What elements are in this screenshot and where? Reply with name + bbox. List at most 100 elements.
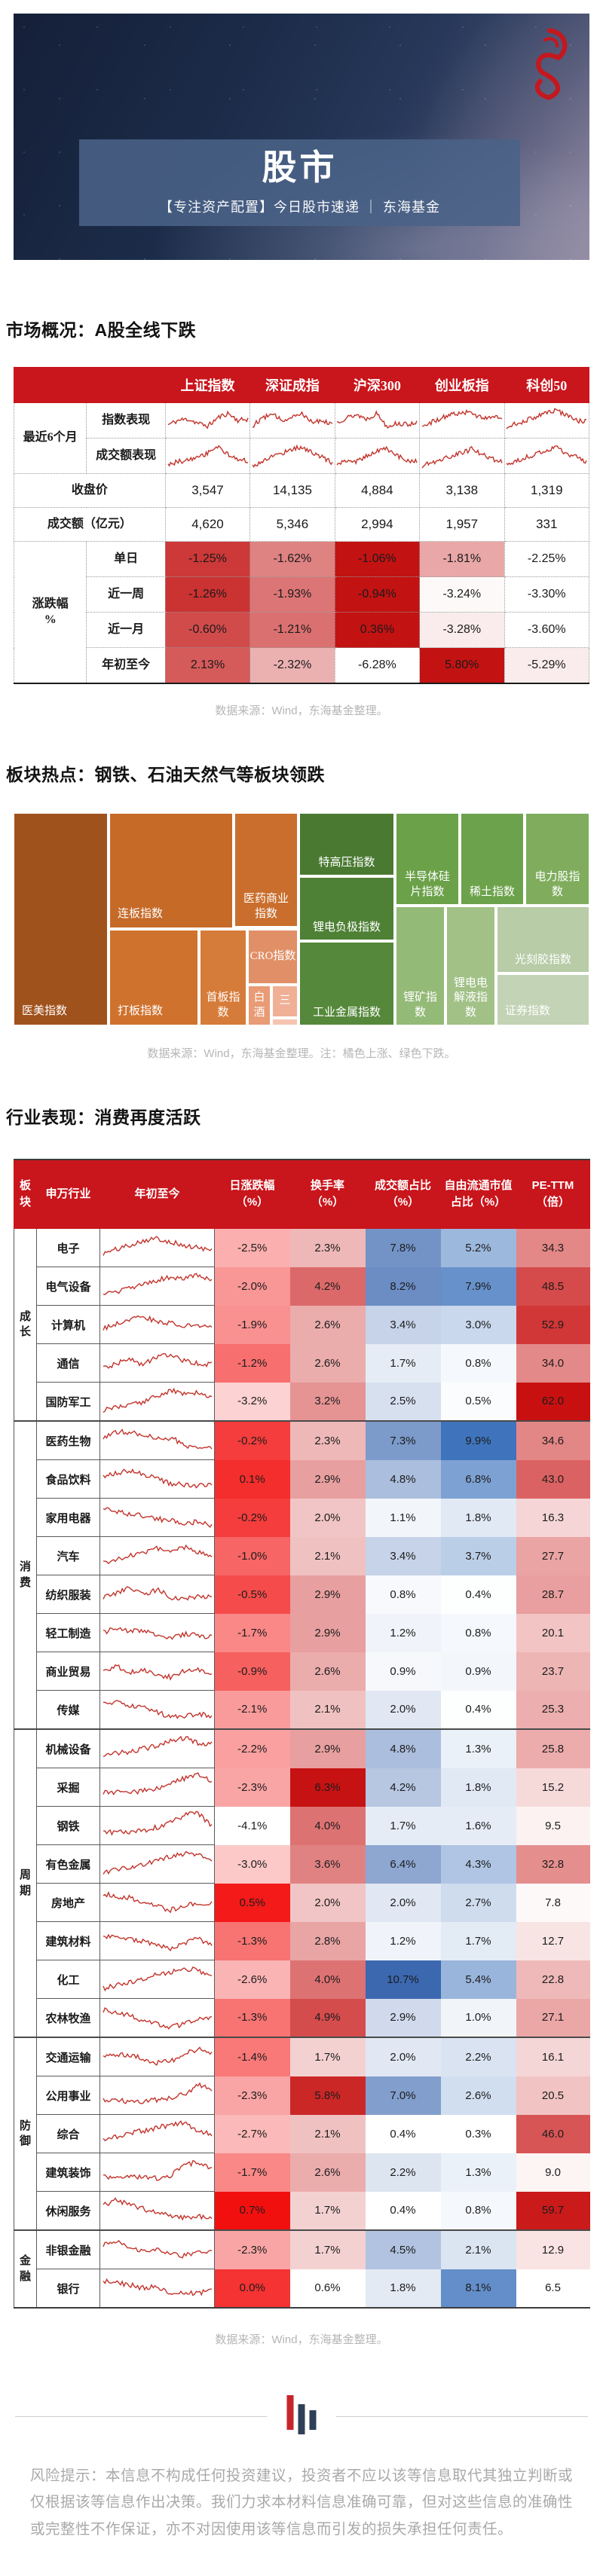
vol-heat-cell: 4.5% bbox=[365, 2229, 441, 2269]
footer-divider bbox=[15, 2394, 588, 2442]
industry-column-header: 换手率 （%） bbox=[289, 1159, 366, 1229]
sparkline-chart bbox=[103, 1387, 212, 1413]
sparkline-chart bbox=[103, 1627, 212, 1640]
ytd-sparkline-cell bbox=[99, 1844, 215, 1884]
pct-heat-cell: -1.26% bbox=[164, 576, 251, 613]
day-heat-cell: -3.0% bbox=[214, 1844, 290, 1884]
market-overview-table: 上证指数 深证成指 沪深300 创业板指 科创50 最近6个月 指数表现 成交额表现 收盘价 3,… bbox=[13, 367, 590, 684]
float-heat-cell: 2.2% bbox=[440, 2037, 516, 2076]
turn-heat-cell: 4.9% bbox=[289, 1998, 366, 2037]
vol-heat-cell: 1.1% bbox=[365, 1498, 441, 1537]
pct-heat-cell: -6.28% bbox=[334, 647, 421, 684]
turn-heat-cell: 2.8% bbox=[289, 1921, 366, 1960]
turnover-label: 成交额（亿元） bbox=[14, 507, 166, 542]
pe-heat-cell: 23.7 bbox=[516, 1652, 590, 1691]
volume-sparkline-cell bbox=[334, 438, 421, 474]
sector-treemap: 医美指数 连板指数 打板指数 医药商业 指数 首板指 数 CRO指数白 酒三 特高压指数 锂电… bbox=[14, 813, 589, 1025]
sparkline-chart bbox=[103, 1811, 212, 1836]
sparkline-chart bbox=[103, 2159, 212, 2181]
vol-heat-cell: 2.0% bbox=[365, 2037, 441, 2076]
vol-heat-cell: 0.4% bbox=[365, 2191, 441, 2230]
sparkline-chart bbox=[102, 1468, 212, 1489]
volume-sparkline-cell bbox=[419, 438, 505, 474]
float-heat-cell: 1.0% bbox=[440, 1998, 516, 2037]
sparkline-chart bbox=[103, 1507, 213, 1528]
ytd-sparkline-cell bbox=[99, 1536, 215, 1575]
treemap-block: 首板指 数 bbox=[200, 930, 246, 1025]
pe-heat-cell: 34.0 bbox=[516, 1343, 590, 1383]
pct-heat-cell: -2.32% bbox=[249, 647, 335, 684]
industry-table: 板 块申万行业 年初至今 日涨跌幅 （%） 换手率 （%） 成交额占比 （%） 自由流通市… bbox=[14, 1159, 590, 2309]
volume-sparkline-cell bbox=[504, 438, 590, 474]
sparkline-chart bbox=[103, 1700, 213, 1719]
pe-heat-cell: 7.8 bbox=[516, 1883, 590, 1922]
day-heat-cell: -1.4% bbox=[214, 2037, 290, 2076]
turn-heat-cell: 2.6% bbox=[289, 1343, 366, 1383]
sparkline-chart bbox=[252, 444, 333, 468]
industry-name: 国防军工 bbox=[36, 1382, 100, 1422]
vol-heat-cell: 4.8% bbox=[365, 1459, 441, 1499]
pe-heat-cell: 34.3 bbox=[516, 1228, 590, 1267]
spark-row-label: 成交额表现 bbox=[86, 438, 166, 474]
close-price-value: 3,547 bbox=[164, 473, 251, 508]
turn-heat-cell: 2.3% bbox=[289, 1420, 366, 1460]
industry-name: 钢铁 bbox=[36, 1806, 100, 1845]
day-heat-cell: -2.7% bbox=[214, 2114, 290, 2153]
pct-heat-cell: -0.94% bbox=[334, 576, 421, 613]
pe-heat-cell: 22.8 bbox=[516, 1960, 590, 1999]
pct-group-label: 涨跌幅 % bbox=[13, 541, 87, 684]
industry-name: 通信 bbox=[36, 1343, 100, 1383]
volume-sparkline-cell bbox=[249, 438, 335, 474]
vol-heat-cell: 4.8% bbox=[365, 1728, 441, 1768]
ytd-sparkline-cell bbox=[99, 1921, 215, 1960]
pct-heat-cell: -1.62% bbox=[249, 541, 335, 577]
day-heat-cell: -2.5% bbox=[214, 1228, 290, 1267]
vol-heat-cell: 7.3% bbox=[365, 1420, 441, 1460]
day-heat-cell: 0.5% bbox=[214, 1883, 290, 1922]
industry-name: 建筑材料 bbox=[36, 1921, 100, 1960]
float-heat-cell: 7.9% bbox=[440, 1267, 516, 1306]
float-heat-cell: 5.4% bbox=[440, 1960, 516, 1999]
turn-heat-cell: 1.7% bbox=[289, 2037, 366, 2076]
industry-column-header: 成交额占比 （%） bbox=[365, 1159, 441, 1229]
industry-column-header: PE-TTM （倍） bbox=[516, 1159, 590, 1229]
sparkline-chart bbox=[103, 1933, 213, 1951]
sparkline-chart bbox=[103, 1735, 213, 1758]
title-box: 股市 【专注资产配置】今日股市速递 ｜ 东海基金 bbox=[79, 139, 520, 226]
pe-heat-cell: 9.5 bbox=[516, 1806, 590, 1845]
treemap-block: 医药商业 指数 bbox=[234, 813, 298, 927]
section-industry-title: 行业表现：消费再度活跃 bbox=[6, 1108, 201, 1127]
pe-heat-cell: 62.0 bbox=[516, 1382, 590, 1421]
industry-name: 有色金属 bbox=[36, 1844, 100, 1884]
industry-name: 公用事业 bbox=[36, 2076, 100, 2115]
sector-group-label: 消 费 bbox=[14, 1420, 37, 1730]
pe-heat-cell: 28.7 bbox=[516, 1575, 590, 1614]
industry-name: 综合 bbox=[36, 2114, 100, 2153]
index-column-header: 科创50 bbox=[504, 367, 590, 403]
pe-heat-cell: 52.9 bbox=[516, 1305, 590, 1344]
industry-name: 银行 bbox=[36, 2269, 100, 2309]
pe-heat-cell: 34.6 bbox=[516, 1420, 590, 1460]
turnover-value: 5,346 bbox=[249, 507, 335, 542]
day-heat-cell: -0.2% bbox=[214, 1498, 290, 1537]
ytd-sparkline-cell bbox=[99, 2037, 215, 2076]
turnover-value: 1,957 bbox=[419, 507, 505, 542]
sectors-caption: 数据来源：Wind，东海基金整理。注：橘色上涨、绿色下跌。 bbox=[147, 1047, 456, 1060]
treemap-block: 锂矿指 数 bbox=[396, 906, 445, 1025]
float-heat-cell: 0.4% bbox=[440, 1690, 516, 1729]
day-heat-cell: -2.1% bbox=[214, 1690, 290, 1729]
ytd-sparkline-cell bbox=[99, 2269, 215, 2309]
index-column-header: 创业板指 bbox=[419, 367, 505, 403]
pe-heat-cell: 48.5 bbox=[516, 1267, 590, 1306]
day-heat-cell: -2.2% bbox=[214, 1728, 290, 1768]
vol-heat-cell: 2.0% bbox=[365, 1690, 441, 1729]
day-heat-cell: -2.0% bbox=[214, 1267, 290, 1306]
sparkline-chart bbox=[103, 1273, 212, 1295]
ytd-sparkline-cell bbox=[99, 2229, 215, 2269]
treemap-block: 光刻胶指数 bbox=[497, 906, 589, 973]
turn-heat-cell: 5.8% bbox=[289, 2076, 366, 2115]
float-heat-cell: 1.6% bbox=[440, 1806, 516, 1845]
turn-heat-cell: 4.2% bbox=[289, 1267, 366, 1306]
ytd-sparkline-cell bbox=[99, 2114, 215, 2153]
pe-heat-cell: 25.8 bbox=[516, 1728, 590, 1768]
